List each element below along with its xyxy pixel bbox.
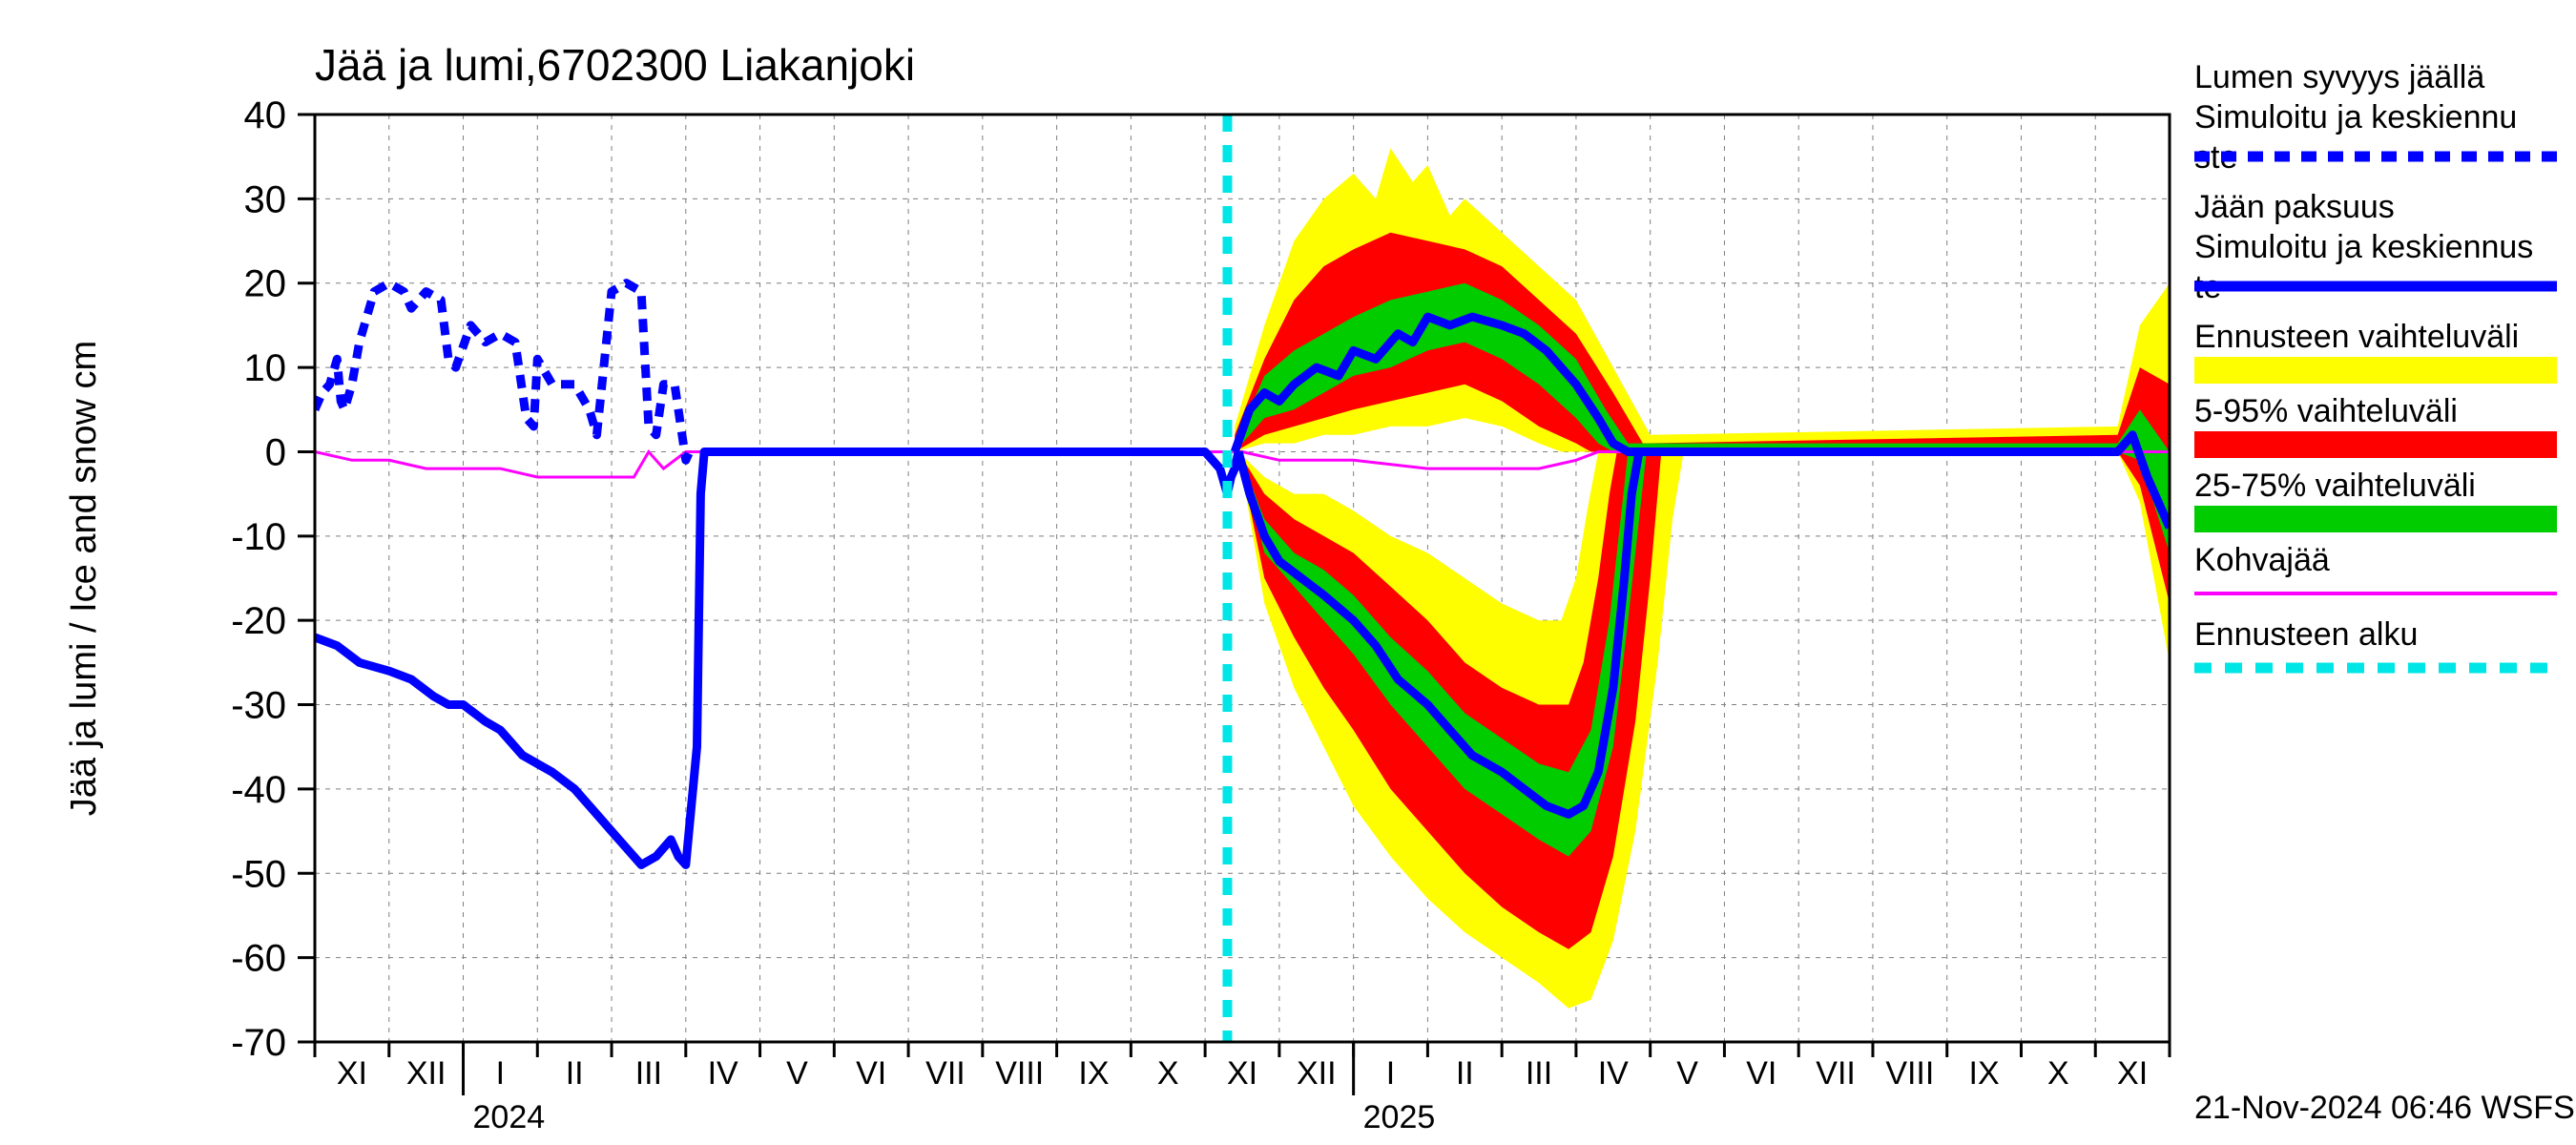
svg-text:Jään paksuus: Jään paksuus (2194, 189, 2395, 225)
plot-border (315, 114, 2170, 1042)
footer-timestamp: 21-Nov-2024 06:46 WSFS-O (2194, 1090, 2576, 1126)
svg-text:-30: -30 (231, 685, 286, 727)
y-axis-label: Jää ja lumi / Ice and snow cm (64, 341, 104, 816)
svg-text:X: X (1157, 1055, 1179, 1092)
svg-text:30: 30 (244, 178, 287, 220)
svg-text:-50: -50 (231, 853, 286, 895)
svg-text:VI: VI (856, 1055, 886, 1092)
svg-text:IX: IX (1078, 1055, 1109, 1092)
svg-text:Lumen syvyys jäällä: Lumen syvyys jäällä (2194, 59, 2484, 95)
svg-text:25-75% vaihteluväli: 25-75% vaihteluväli (2194, 468, 2476, 504)
svg-text:V: V (1676, 1055, 1698, 1092)
svg-text:XI: XI (337, 1055, 367, 1092)
svg-text:XI: XI (1227, 1055, 1257, 1092)
svg-text:IX: IX (1969, 1055, 2000, 1092)
plot-area (315, 114, 2170, 1042)
chart-title: Jää ja lumi,6702300 Liakanjoki (315, 40, 915, 90)
svg-text:Ennusteen vaihteluväli: Ennusteen vaihteluväli (2194, 319, 2519, 355)
svg-text:IV: IV (1598, 1055, 1629, 1092)
svg-text:VII: VII (925, 1055, 966, 1092)
svg-text:-40: -40 (231, 769, 286, 811)
svg-text:-20: -20 (231, 600, 286, 642)
svg-text:0: 0 (265, 431, 286, 473)
x-axis: XIXIIIIIIIIIVVVIVIIVIIIIXXXIXIIIIIIIIIVV… (315, 1042, 2170, 1135)
y-axis: 40 30 20 10 0 -10 -20 -30 -40 -50 -60 -70 (231, 94, 315, 1064)
svg-text:XII: XII (1297, 1055, 1337, 1092)
svg-text:X: X (2047, 1055, 2069, 1092)
svg-text:-60: -60 (231, 938, 286, 980)
svg-text:IV: IV (708, 1055, 738, 1092)
svg-text:II: II (566, 1055, 584, 1092)
svg-text:Simuloitu ja keskiennus: Simuloitu ja keskiennus (2194, 229, 2533, 265)
svg-text:2024: 2024 (473, 1099, 546, 1135)
svg-text:II: II (1456, 1055, 1474, 1092)
svg-text:Kohvajää: Kohvajää (2194, 542, 2330, 578)
chart-container: 40 30 20 10 0 -10 -20 -30 -40 -50 -60 -70 Jää ja lum… (0, 0, 2576, 1145)
svg-text:10: 10 (244, 347, 287, 389)
legend: Lumen syvyys jäällä Simuloitu ja keskien… (2194, 59, 2557, 668)
svg-text:-10: -10 (231, 516, 286, 558)
chart-svg: 40 30 20 10 0 -10 -20 -30 -40 -50 -60 -70 Jää ja lum… (0, 0, 2576, 1145)
svg-text:VIII: VIII (995, 1055, 1044, 1092)
svg-text:I: I (1386, 1055, 1395, 1092)
svg-text:I: I (496, 1055, 505, 1092)
svg-text:2025: 2025 (1363, 1099, 1436, 1135)
svg-text:XII: XII (406, 1055, 447, 1092)
svg-text:-70: -70 (231, 1022, 286, 1064)
svg-text:5-95% vaihteluväli: 5-95% vaihteluväli (2194, 393, 2458, 429)
svg-text:Simuloitu ja keskiennu: Simuloitu ja keskiennu (2194, 99, 2517, 135)
svg-text:Ennusteen alku: Ennusteen alku (2194, 616, 2418, 653)
svg-text:VII: VII (1816, 1055, 1856, 1092)
grid (315, 114, 2170, 1042)
svg-text:III: III (635, 1055, 662, 1092)
svg-text:20: 20 (244, 263, 287, 305)
svg-text:40: 40 (244, 94, 287, 136)
svg-text:VIII: VIII (1885, 1055, 1934, 1092)
svg-text:III: III (1526, 1055, 1552, 1092)
svg-text:XI: XI (2117, 1055, 2148, 1092)
svg-text:VI: VI (1746, 1055, 1776, 1092)
svg-text:V: V (786, 1055, 808, 1092)
